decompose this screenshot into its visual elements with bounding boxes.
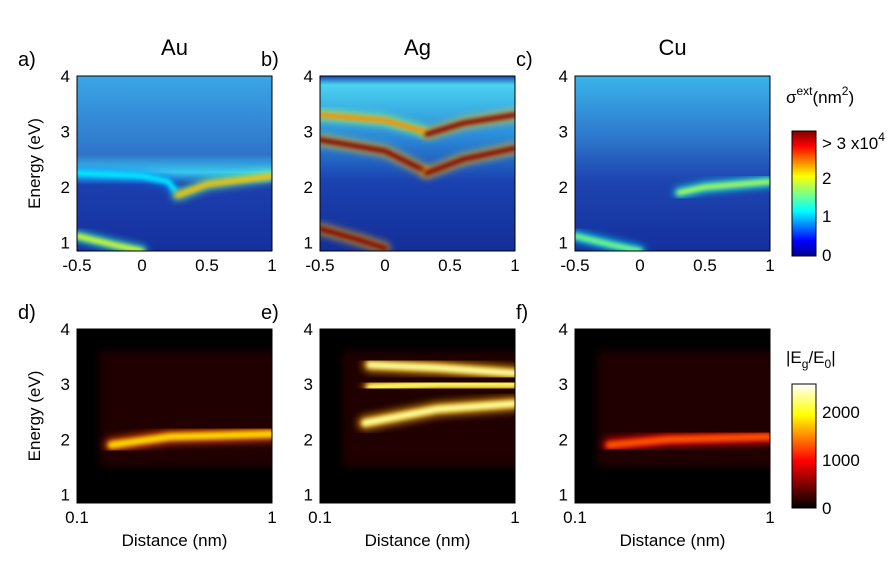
y-tick-label: 1 [304, 234, 313, 253]
colorbar-field-tick: 2000 [822, 403, 860, 422]
colorbar-extinction-tick: 2 [822, 169, 831, 188]
x-tick-label: -0.5 [62, 256, 91, 275]
x-tick-label: 0.1 [65, 508, 89, 527]
band-mark [320, 137, 427, 173]
panel-b: 1 2 3 4 -0.5 0 0.5 1 b) Ag [261, 35, 520, 275]
band-mark [77, 233, 145, 251]
x-tick-label: 0 [635, 256, 644, 275]
colorbar-field-tick: 0 [822, 499, 831, 518]
panel-letter: e) [261, 302, 279, 324]
panel-e: 1 2 3 4 0.1 1 e) Distance (nm) [261, 302, 520, 550]
x-tick-label: -0.5 [305, 256, 334, 275]
colorbar-field-tick: 1000 [822, 451, 860, 470]
band-mark [174, 173, 272, 198]
y-tick-label: 1 [559, 234, 568, 253]
band-mark [77, 170, 177, 193]
panel-letter: d) [18, 302, 36, 324]
band-mark [320, 226, 388, 251]
band-mark [424, 112, 515, 137]
panel-letter: a) [18, 49, 36, 71]
x-tick-label: 0.1 [563, 508, 587, 527]
plot-frame [574, 328, 771, 504]
y-tick-label: 4 [559, 320, 568, 339]
y-tick-label: 1 [61, 486, 70, 505]
x-axis-label: Distance (nm) [122, 531, 228, 550]
x-tick-label: 0.1 [308, 508, 332, 527]
x-tick-label: 1 [510, 508, 519, 527]
x-tick-label: 0.5 [438, 256, 462, 275]
x-tick-label: 0.5 [693, 256, 717, 275]
colorbar-field-gradient [791, 383, 817, 509]
panel-letter: f) [516, 302, 528, 324]
x-tick-label: 1 [267, 508, 276, 527]
colorbar-extinction-label: σext(nm2) [786, 84, 854, 107]
x-tick-label: 0 [380, 256, 389, 275]
y-axis-label: Energy (eV) [25, 118, 44, 209]
y-tick-label: 4 [61, 320, 70, 339]
plot-frame [76, 75, 273, 252]
y-axis-label: Energy (eV) [25, 371, 44, 462]
panel-title: Ag [404, 35, 431, 60]
panel-letter: b) [261, 49, 279, 71]
colorbar-extinction-tick: 1 [822, 207, 831, 226]
y-tick-label: 2 [61, 178, 70, 197]
colorbar-extinction-gradient [791, 130, 817, 257]
plot-frame [319, 75, 516, 252]
x-tick-label: 1 [765, 256, 774, 275]
band-mark [107, 430, 272, 449]
x-tick-label: 0.5 [195, 256, 219, 275]
x-tick-label: 1 [510, 256, 519, 275]
colorbar-extinction-top-label: > 3 x104 [822, 130, 885, 153]
panel-a: 1 2 3 4 -0.5 0 0.5 1 a) Au Energy (eV) [18, 35, 277, 275]
band-mark [366, 380, 515, 391]
band-mark [605, 433, 770, 449]
y-tick-label: 2 [559, 178, 568, 197]
y-tick-label: 3 [61, 375, 70, 394]
field-haze [99, 351, 272, 468]
band-mark [320, 112, 427, 135]
y-tick-label: 2 [61, 430, 70, 449]
y-tick-label: 1 [304, 486, 313, 505]
colorbar-field-enhancement: |Eg/E0| 2000 1000 0 [786, 348, 860, 518]
y-tick-label: 2 [559, 430, 568, 449]
y-tick-label: 3 [559, 123, 568, 142]
band-mark [676, 179, 770, 196]
y-tick-label: 2 [304, 178, 313, 197]
y-tick-label: 1 [61, 234, 70, 253]
y-tick-label: 3 [304, 123, 313, 142]
band-mark [361, 400, 515, 427]
y-tick-label: 4 [304, 320, 313, 339]
panel-f: 1 2 3 4 0.1 1 f) Distance (nm) [516, 302, 775, 550]
band-mark [424, 145, 515, 176]
panel-title: Au [161, 35, 188, 60]
y-tick-label: 1 [559, 486, 568, 505]
y-tick-label: 4 [61, 67, 70, 86]
panel-d: 1 2 3 4 0.1 1 d) Energy (eV) Distance (nm) [18, 302, 277, 550]
plot-frame [574, 75, 771, 252]
plot-frame [319, 328, 516, 504]
y-tick-label: 3 [304, 375, 313, 394]
y-tick-label: 2 [304, 430, 313, 449]
y-tick-label: 3 [61, 123, 70, 142]
band-mark [575, 233, 643, 251]
x-tick-label: 0 [137, 256, 146, 275]
y-tick-label: 4 [559, 67, 568, 86]
x-tick-label: -0.5 [560, 256, 589, 275]
x-tick-label: 1 [765, 508, 774, 527]
panel-letter: c) [516, 49, 533, 71]
colorbar-extinction: σext(nm2) > 3 x104 2 1 0 [786, 84, 885, 265]
band-mark [366, 361, 515, 377]
y-tick-label: 4 [304, 67, 313, 86]
x-tick-label: 1 [267, 256, 276, 275]
colorbar-field-label: |Eg/E0| [786, 348, 836, 371]
x-axis-label: Distance (nm) [365, 531, 471, 550]
y-tick-label: 3 [559, 375, 568, 394]
plot-frame [76, 328, 273, 504]
x-axis-label: Distance (nm) [620, 531, 726, 550]
panel-title: Cu [658, 35, 686, 60]
colorbar-extinction-tick: 0 [822, 246, 831, 265]
panel-c: 1 2 3 4 -0.5 0 0.5 1 c) Cu [516, 35, 775, 275]
